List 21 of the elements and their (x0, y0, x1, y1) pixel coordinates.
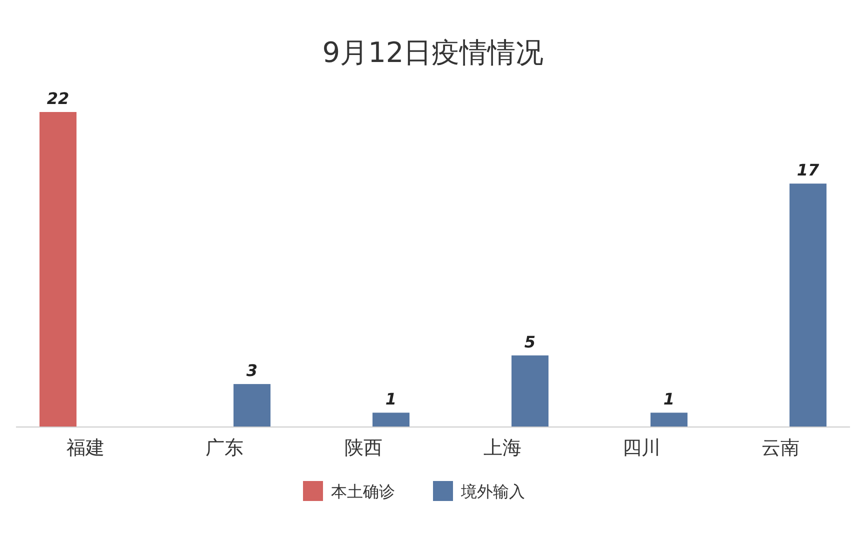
bar (650, 412, 688, 427)
legend-label: 本土确诊 (331, 482, 395, 501)
x-tick-label: 云南 (762, 437, 800, 459)
data-label: 1 (385, 390, 397, 409)
chart-title: 9月12日疫情情况 (322, 36, 544, 69)
data-label: 1 (663, 390, 675, 409)
legend-label: 境外输入 (460, 482, 525, 501)
x-tick-label: 四川 (622, 437, 660, 459)
bar (372, 412, 410, 427)
x-tick-label: 福建 (66, 437, 104, 459)
data-label: 22 (46, 89, 70, 108)
bar (40, 112, 76, 427)
bar (512, 355, 548, 427)
x-tick-label: 上海 (484, 437, 522, 459)
data-label: 3 (246, 361, 258, 380)
bar (790, 184, 826, 427)
bar (234, 384, 270, 427)
data-label: 17 (796, 160, 820, 180)
x-tick-label: 广东 (206, 437, 244, 459)
x-tick-label: 陕西 (344, 437, 382, 459)
data-label: 5 (524, 332, 536, 352)
